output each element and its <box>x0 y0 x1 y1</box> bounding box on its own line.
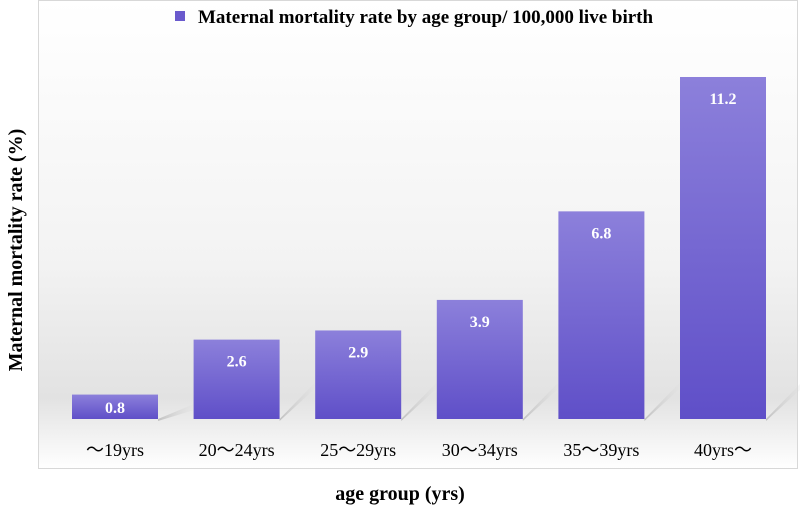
legend-swatch <box>175 11 185 21</box>
x-axis-label: age group (yrs) <box>335 483 465 505</box>
bar-shadow <box>279 383 315 421</box>
value-label: 2.6 <box>227 354 247 371</box>
x-tick-label: 40yrs～ <box>694 440 752 460</box>
x-tick-label: 35～39yrs <box>563 440 639 460</box>
bar-shadow <box>522 383 558 421</box>
bar-2 <box>315 330 402 419</box>
value-label: 11.2 <box>709 91 736 108</box>
x-tick-label: 20～24yrs <box>199 440 275 460</box>
bar-shadow <box>401 383 437 421</box>
value-label: 3.9 <box>470 314 490 331</box>
bar-4 <box>558 211 645 419</box>
y-axis-label: Maternal mortality rate (%) <box>5 129 27 372</box>
x-tick-label: ～19yrs <box>86 440 144 460</box>
x-tick-label: 30～34yrs <box>442 440 518 460</box>
value-label: 0.8 <box>105 400 125 417</box>
bar-shadow <box>644 383 680 421</box>
bar-shadow <box>766 384 800 421</box>
value-label: 6.8 <box>591 225 611 242</box>
x-tick-label: 25～29yrs <box>320 440 396 460</box>
value-label: 2.9 <box>348 344 368 361</box>
legend-label: Maternal mortality rate by age group/ 10… <box>198 7 653 28</box>
bar-0 <box>72 394 158 419</box>
bar-3 <box>436 299 523 419</box>
plot-frame <box>38 0 798 469</box>
bar-1 <box>193 339 280 419</box>
bar-shadow <box>158 404 193 421</box>
bar-5 <box>680 77 766 419</box>
